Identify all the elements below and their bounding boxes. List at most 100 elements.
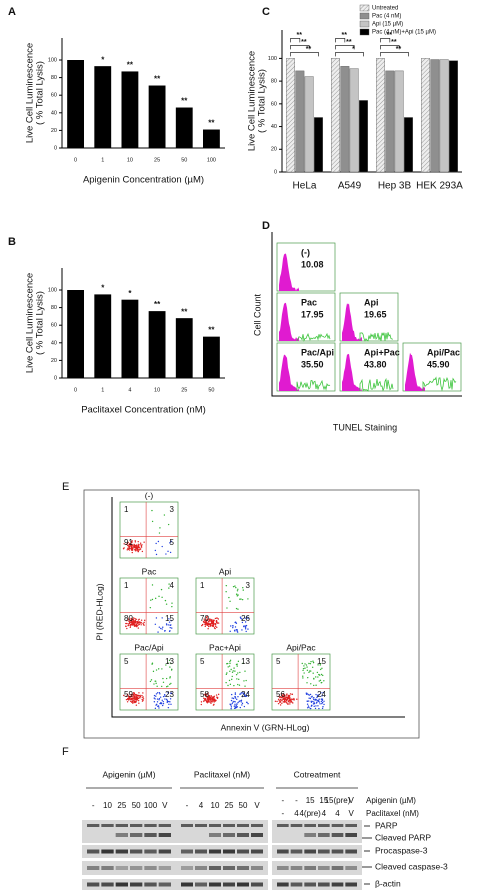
bar (202, 129, 220, 148)
x-axis-label: TUNEL Staining (333, 422, 397, 432)
dot-blue (164, 695, 166, 697)
dot-red (129, 625, 132, 627)
dot-red (125, 625, 127, 627)
dot-blue (313, 698, 315, 701)
dot-green (236, 590, 239, 592)
bar (202, 336, 220, 378)
lane-label: 25 (117, 801, 126, 810)
bar (331, 58, 340, 173)
blot-band (209, 849, 221, 854)
dot-red (137, 540, 139, 543)
bar (314, 117, 323, 173)
dot-red (277, 698, 280, 701)
dot-blue (310, 696, 312, 698)
dot-red (143, 619, 146, 622)
significance-label: ** (154, 300, 161, 309)
dot-green (165, 603, 168, 605)
dot-blue (317, 705, 319, 707)
dot-green (302, 675, 304, 677)
dot-red (134, 541, 137, 543)
dot-red (130, 693, 133, 696)
histogram-magenta (342, 303, 362, 341)
blot-band (209, 824, 221, 827)
dot-red (214, 700, 216, 702)
dot-blue (230, 704, 232, 706)
dot-red (125, 698, 128, 701)
blot-band (223, 824, 235, 827)
blot-band (115, 866, 128, 870)
dot-green (171, 605, 173, 608)
quadrant-value: 1 (124, 505, 129, 514)
quadrant-value: 15 (317, 657, 326, 666)
dot-blue (168, 618, 170, 620)
x-tick-label: 10 (154, 387, 160, 393)
dot-green (243, 680, 245, 682)
row-label: Apigenin (µM) (366, 796, 416, 805)
dot-green (230, 668, 232, 671)
dot-red (126, 549, 128, 551)
dot-blue (230, 625, 232, 627)
dot-green (319, 664, 321, 666)
dot-red (135, 546, 137, 548)
lane-label: 4 (335, 809, 340, 818)
dot-blue (167, 706, 170, 709)
lane-label: 50 (239, 801, 248, 810)
dot-red (291, 701, 293, 703)
blot-band (195, 849, 207, 854)
dot-red (279, 704, 282, 706)
dot-blue (241, 704, 243, 706)
bar (404, 117, 413, 173)
histogram-label: (-) (301, 247, 310, 257)
y-tick-label: 0 (54, 375, 57, 381)
dot-green (151, 509, 153, 512)
dot-red (127, 541, 129, 544)
dot-blue (169, 626, 171, 629)
blot-band (158, 866, 171, 870)
dot-blue (308, 694, 310, 696)
dot-blue (244, 628, 247, 630)
dot-green (171, 668, 173, 671)
dot-red (127, 547, 129, 549)
dot-blue (305, 693, 308, 695)
dot-blue (167, 550, 169, 553)
dot-blue (323, 703, 325, 706)
dot-red (141, 694, 143, 697)
y-tick-label: 100 (48, 57, 57, 63)
dot-green (311, 666, 314, 668)
dot-green (313, 684, 315, 687)
dot-blue (155, 693, 158, 695)
dot-red (125, 622, 127, 625)
legend-label: Api (15 µM) (372, 22, 403, 28)
dot-blue (239, 706, 241, 709)
dot-red (286, 697, 288, 699)
x-tick-label: 25 (154, 157, 160, 163)
blot-band (101, 824, 114, 827)
bar (430, 59, 440, 173)
dot-red (142, 698, 145, 700)
histogram-green (296, 379, 331, 391)
histogram-green (359, 332, 394, 342)
y-axis-label: Live Cell Luminescence (25, 43, 36, 143)
dot-red (134, 540, 136, 542)
dot-red (135, 547, 137, 549)
dot-blue (159, 693, 161, 695)
scatter-dots (200, 659, 249, 710)
dot-red (209, 697, 211, 699)
dot-red (286, 698, 289, 700)
dot-blue (310, 700, 312, 702)
dot-red (139, 697, 141, 699)
significance-label: ** (127, 61, 134, 70)
blot-band (345, 849, 357, 854)
dot-green (228, 665, 231, 667)
dot-red (131, 540, 133, 542)
blot-band (251, 882, 263, 887)
dot-green (151, 584, 154, 586)
dot-green (301, 662, 303, 665)
dot-blue (315, 693, 317, 696)
blot-band (223, 866, 235, 870)
dot-blue (241, 629, 243, 631)
blot-strip (272, 861, 362, 875)
dot-blue (244, 617, 246, 619)
blot-band (101, 849, 114, 854)
dot-red (210, 695, 212, 697)
